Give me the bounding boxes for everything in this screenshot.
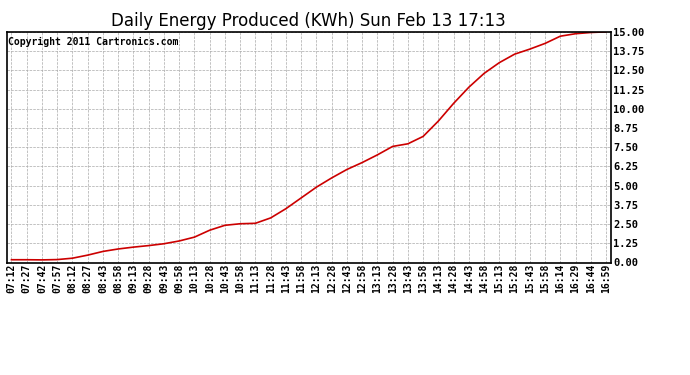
Title: Daily Energy Produced (KWh) Sun Feb 13 17:13: Daily Energy Produced (KWh) Sun Feb 13 1… (111, 12, 506, 30)
Text: Copyright 2011 Cartronics.com: Copyright 2011 Cartronics.com (8, 36, 179, 46)
